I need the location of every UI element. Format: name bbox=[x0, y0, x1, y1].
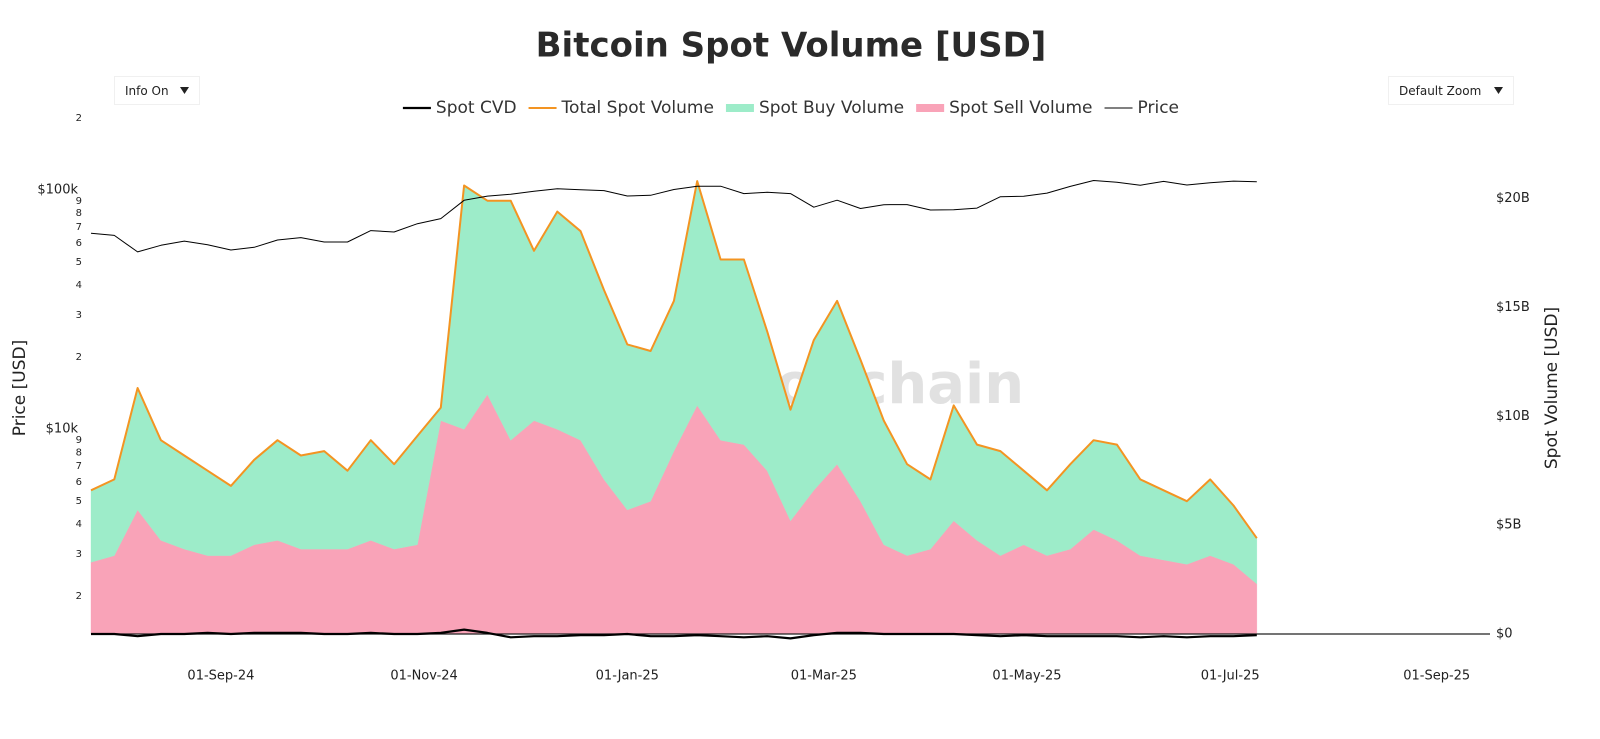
y2-tick-label: $20B bbox=[1496, 191, 1530, 206]
legend-label: Spot Buy Volume bbox=[759, 98, 904, 118]
legend-label: Price bbox=[1138, 98, 1179, 118]
x-tick-label: 01-May-25 bbox=[992, 669, 1061, 684]
legend-swatch bbox=[725, 104, 754, 112]
x-tick-label: 01-Sep-24 bbox=[187, 669, 254, 684]
chart-title: Bitcoin Spot Volume [USD] bbox=[536, 26, 1047, 66]
x-tick-label: 01-Sep-25 bbox=[1403, 669, 1470, 684]
y-tick-label: 4 bbox=[76, 280, 82, 291]
info-toggle[interactable]: Info On bbox=[114, 76, 200, 105]
y2-tick-label: $0 bbox=[1496, 627, 1513, 642]
legend-swatch bbox=[916, 104, 945, 112]
y2-axis-title: Spot Volume [USD] bbox=[1542, 307, 1562, 469]
y2-tick-label: $15B bbox=[1496, 300, 1530, 315]
y-tick-label: 8 bbox=[76, 208, 82, 219]
zoom-select-label: Default Zoom bbox=[1399, 83, 1482, 98]
x-tick-label: 01-Nov-24 bbox=[390, 669, 458, 684]
y-tick-label: $100k bbox=[37, 182, 78, 197]
y-tick-label: 5 bbox=[76, 257, 82, 268]
y-tick-label: $10k bbox=[46, 422, 79, 437]
info-toggle-label: Info On bbox=[125, 83, 169, 98]
legend-label: Spot Sell Volume bbox=[949, 98, 1092, 118]
legend-label: Spot CVD bbox=[436, 98, 517, 118]
legend-label: Total Spot Volume bbox=[561, 98, 714, 118]
y-tick-label: 7 bbox=[76, 222, 82, 233]
y2-tick-label: $10B bbox=[1496, 409, 1530, 424]
y-tick-label: 2 bbox=[76, 591, 82, 602]
y-tick-label: 3 bbox=[76, 310, 82, 321]
x-tick-label: 01-Jan-25 bbox=[596, 669, 659, 684]
y-axis-title: Price [USD] bbox=[10, 340, 30, 436]
dropdown-arrow bbox=[180, 87, 189, 94]
y-tick-label: 9 bbox=[76, 196, 82, 207]
legend: Spot CVD Total Spot Volume Spot Buy Volume… bbox=[402, 98, 1179, 118]
y-tick-label: 7 bbox=[76, 461, 82, 472]
y-tick-label: 6 bbox=[76, 238, 82, 249]
y-tick-label: 8 bbox=[76, 447, 82, 458]
line bbox=[90, 180, 1257, 253]
dropdown-arrow bbox=[1494, 87, 1503, 94]
plot-area: 23456789$10k23456789$100k2$0$5B$10B$15B$… bbox=[37, 113, 1529, 684]
x-tick-label: 01-Mar-25 bbox=[791, 669, 857, 684]
y-tick-label: 2 bbox=[76, 352, 82, 363]
y-tick-label: 3 bbox=[76, 549, 82, 560]
y-tick-label: 5 bbox=[76, 496, 82, 507]
x-tick-label: 01-Jul-25 bbox=[1201, 669, 1260, 684]
line bbox=[91, 628, 1257, 640]
y-tick-label: 9 bbox=[76, 435, 82, 446]
y-tick-label: 2 bbox=[76, 113, 82, 124]
zoom-select[interactable]: Default Zoom bbox=[1388, 76, 1514, 105]
y-tick-label: 4 bbox=[76, 519, 82, 530]
y2-tick-label: $5B bbox=[1496, 518, 1521, 533]
y-tick-label: 6 bbox=[76, 477, 82, 488]
line bbox=[90, 180, 1258, 539]
